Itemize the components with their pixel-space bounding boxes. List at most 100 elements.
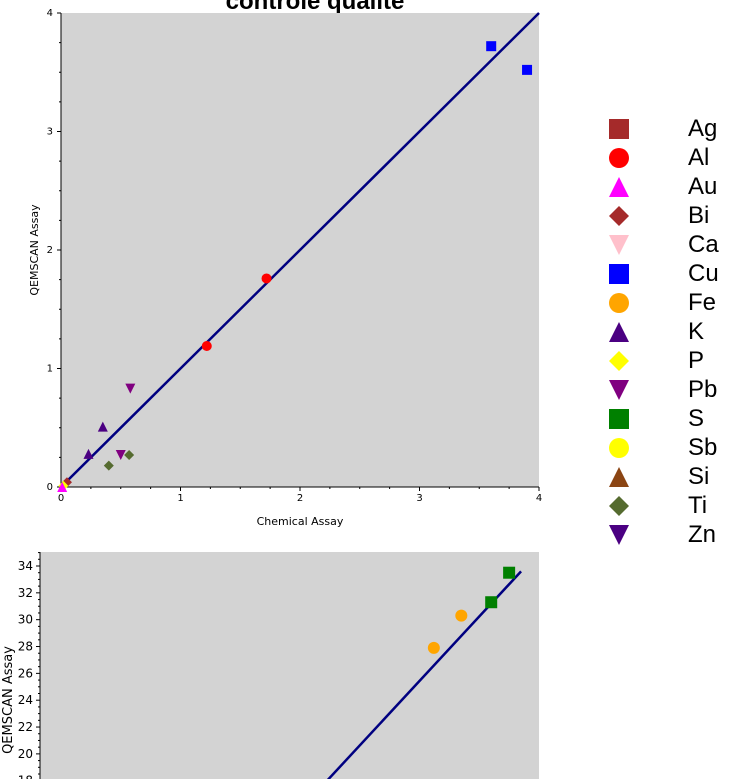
legend-item-au: Au	[604, 172, 753, 201]
plot-2-y-tick-label: 32	[18, 586, 33, 600]
plot-1-y-tick-label: 2	[47, 245, 53, 256]
legend-marker-icon	[604, 290, 634, 316]
legend-label: Zn	[688, 520, 717, 548]
legend-item-si: Si	[604, 462, 753, 491]
legend-label: Ti	[688, 491, 708, 519]
data-point-au	[57, 482, 68, 492]
legend-marker-square	[609, 263, 629, 284]
plot-2: 18 20 22 24 26 28 30 32 34 QEMSCAN Assay	[1, 552, 539, 779]
legend-marker-icon	[604, 232, 634, 258]
data-point-s	[485, 596, 498, 609]
legend-label: Si	[688, 462, 710, 490]
legend-marker-icon	[604, 145, 634, 171]
legend-item-p: P	[604, 346, 753, 375]
legend-marker-icon	[604, 319, 634, 345]
legend-label: Sb	[688, 433, 718, 461]
legend-marker-icon	[604, 261, 634, 287]
plot-1-y-axis-title: QEMSCAN Assay	[28, 204, 41, 296]
legend-item-sb: Sb	[604, 433, 753, 462]
legend-marker-square	[609, 118, 629, 139]
data-point-ti	[124, 450, 135, 461]
legend-label: Ca	[688, 230, 719, 258]
legend-item-bi: Bi	[604, 201, 753, 230]
plot-1-y-tick-label: 3	[47, 127, 53, 138]
data-point-fe	[455, 609, 468, 622]
legend-label: P	[688, 346, 705, 374]
chart-title: contrôle qualité	[225, 0, 405, 15]
plot-1-x-tick-label: 0	[58, 493, 64, 504]
legend-marker-circle	[609, 292, 629, 313]
legend-marker-icon	[604, 203, 634, 229]
legend-marker-icon	[604, 522, 634, 548]
legend-marker-triangle-up	[609, 321, 629, 342]
legend: Ag Al Au Bi Ca Cu Fe K P Pb S Sb Si Ti Zn	[604, 114, 753, 549]
plot-1-x-tick-label: 2	[297, 493, 303, 504]
legend-label: Pb	[688, 375, 718, 403]
legend-label: Al	[688, 143, 710, 171]
legend-marker-diamond	[609, 350, 629, 371]
data-point-k	[83, 448, 94, 459]
legend-item-k: K	[604, 317, 753, 346]
legend-label: S	[688, 404, 705, 432]
plot-2-background	[40, 552, 539, 779]
plot-1-x-tick-label: 1	[177, 493, 183, 504]
data-point-k	[97, 421, 108, 432]
data-point-al	[261, 273, 272, 284]
legend-marker-triangle-down	[609, 524, 629, 545]
legend-marker-icon	[604, 348, 634, 374]
data-point-pb	[125, 383, 136, 394]
legend-label: Au	[688, 172, 718, 200]
legend-marker-diamond	[609, 495, 629, 516]
plot-1-x-axis-title: Chemical Assay	[257, 515, 344, 528]
data-point-fe	[427, 641, 440, 654]
plot-2-y-tick-label: 28	[18, 640, 33, 654]
plot-2-y-tick-label: 30	[18, 613, 33, 627]
legend-item-ti: Ti	[604, 491, 753, 520]
plot-2-y-tick-label: 20	[18, 747, 33, 761]
data-point-pb	[115, 450, 126, 461]
legend-item-cu: Cu	[604, 259, 753, 288]
legend-label: K	[688, 317, 705, 345]
plot-1-y-tick-label: 0	[47, 482, 53, 493]
legend-marker-triangle-down	[609, 234, 629, 255]
legend-marker-triangle-up	[609, 466, 629, 487]
legend-marker-icon	[604, 377, 634, 403]
legend-label: Cu	[688, 259, 719, 287]
plot-1-x-tick-label: 3	[416, 493, 422, 504]
plot-1-y-tick-label: 1	[47, 364, 53, 375]
legend-item-pb: Pb	[604, 375, 753, 404]
legend-marker-icon	[604, 174, 634, 200]
legend-item-ag: Ag	[604, 114, 753, 143]
data-point-s	[503, 566, 516, 579]
legend-marker-triangle-up	[609, 176, 629, 197]
legend-marker-icon	[604, 435, 634, 461]
legend-item-fe: Fe	[604, 288, 753, 317]
legend-label: Fe	[688, 288, 717, 316]
plot-2-reference-line	[326, 570, 522, 779]
legend-marker-square	[609, 408, 629, 429]
plot-2-y-axis-title: QEMSCAN Assay	[1, 646, 16, 754]
legend-marker-icon	[604, 464, 634, 490]
legend-item-s: S	[604, 404, 753, 433]
legend-marker-circle	[609, 437, 629, 458]
legend-marker-icon	[604, 493, 634, 519]
legend-item-zn: Zn	[604, 520, 753, 549]
data-point-cu	[486, 41, 497, 52]
legend-marker-icon	[604, 406, 634, 432]
data-point-cu	[522, 64, 533, 75]
legend-label: Ag	[688, 114, 718, 142]
plot-2-y-tick-label: 18	[18, 774, 33, 779]
plot-2-y-tick-label: 24	[18, 693, 33, 707]
data-point-al	[201, 340, 212, 351]
legend-marker-triangle-down	[609, 379, 629, 400]
plot-2-y-tick-label: 26	[18, 666, 33, 680]
legend-item-al: Al	[604, 143, 753, 172]
legend-marker-icon	[604, 116, 634, 142]
plot-1-y-tick-label: 4	[47, 8, 53, 19]
legend-marker-circle	[609, 147, 629, 168]
legend-marker-diamond	[609, 205, 629, 226]
legend-label: Bi	[688, 201, 710, 229]
plot-2-y-tick-label: 22	[18, 720, 33, 734]
plot-1: 0 1 2 3 4 0 1 2 3 4 Chemical Assay QEMSCAN Assay	[28, 8, 542, 528]
